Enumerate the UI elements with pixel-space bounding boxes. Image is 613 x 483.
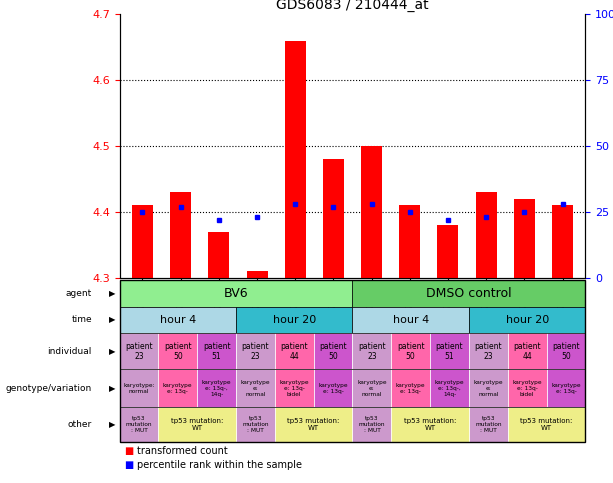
- Bar: [399, 205, 421, 278]
- Text: tp53
mutation
: MUT: tp53 mutation : MUT: [475, 416, 501, 433]
- Text: hour 4: hour 4: [159, 315, 196, 325]
- Text: other: other: [67, 420, 92, 429]
- Text: patient
44: patient 44: [280, 341, 308, 361]
- Text: patient
50: patient 50: [552, 341, 580, 361]
- Text: karyotype
e: 13q-: karyotype e: 13q-: [551, 383, 581, 394]
- Text: percentile rank within the sample: percentile rank within the sample: [137, 459, 302, 469]
- Text: ▶: ▶: [109, 315, 115, 325]
- Text: time: time: [71, 315, 92, 325]
- Text: genotype/variation: genotype/variation: [6, 384, 92, 393]
- Text: patient
51: patient 51: [203, 341, 230, 361]
- Bar: [170, 192, 191, 278]
- Text: tp53
mutation
: MUT: tp53 mutation : MUT: [359, 416, 385, 433]
- Bar: [323, 159, 344, 278]
- Text: ▶: ▶: [109, 384, 115, 393]
- Text: agent: agent: [66, 289, 92, 298]
- Text: karyotype
e:
normal: karyotype e: normal: [474, 380, 503, 397]
- Bar: [476, 192, 497, 278]
- Text: ▶: ▶: [109, 347, 115, 356]
- Text: hour 4: hour 4: [392, 315, 429, 325]
- Text: patient
23: patient 23: [125, 341, 153, 361]
- Bar: [438, 225, 459, 278]
- Text: karyotype
e: 13q-,
14q-: karyotype e: 13q-, 14q-: [435, 380, 464, 397]
- Text: tp53 mutation:
WT: tp53 mutation: WT: [404, 418, 456, 431]
- Bar: [132, 205, 153, 278]
- Text: ▶: ▶: [109, 289, 115, 298]
- Text: karyotype
e: 13q-: karyotype e: 13q-: [163, 383, 192, 394]
- Text: hour 20: hour 20: [506, 315, 549, 325]
- Text: tp53 mutation:
WT: tp53 mutation: WT: [287, 418, 340, 431]
- Text: hour 20: hour 20: [273, 315, 316, 325]
- Text: karyotype
e: 13q-: karyotype e: 13q-: [396, 383, 425, 394]
- Text: BV6: BV6: [224, 287, 248, 300]
- Title: GDS6083 / 210444_at: GDS6083 / 210444_at: [276, 0, 428, 12]
- Text: patient
50: patient 50: [319, 341, 347, 361]
- Bar: [284, 41, 306, 278]
- Text: individual: individual: [48, 347, 92, 356]
- Text: tp53
mutation
: MUT: tp53 mutation : MUT: [242, 416, 268, 433]
- Text: tp53
mutation
: MUT: tp53 mutation : MUT: [126, 416, 152, 433]
- Text: DMSO control: DMSO control: [426, 287, 512, 300]
- Bar: [246, 271, 267, 278]
- Bar: [361, 146, 382, 278]
- Text: karyotype
e:
normal: karyotype e: normal: [357, 380, 387, 397]
- Bar: [208, 232, 229, 278]
- Text: ■: ■: [124, 459, 134, 469]
- Text: karyotype
e: 13q-: karyotype e: 13q-: [318, 383, 348, 394]
- Text: karyotype
e: 13q-
bidel: karyotype e: 13q- bidel: [512, 380, 542, 397]
- Text: patient
23: patient 23: [474, 341, 502, 361]
- Text: transformed count: transformed count: [137, 446, 227, 456]
- Text: ▶: ▶: [109, 420, 115, 429]
- Text: tp53 mutation:
WT: tp53 mutation: WT: [520, 418, 573, 431]
- Text: patient
23: patient 23: [358, 341, 386, 361]
- Text: karyotype
e: 13q-
bidel: karyotype e: 13q- bidel: [280, 380, 309, 397]
- Text: patient
51: patient 51: [436, 341, 463, 361]
- Text: patient
23: patient 23: [242, 341, 269, 361]
- Text: karyotype:
normal: karyotype: normal: [123, 383, 154, 394]
- Text: patient
50: patient 50: [397, 341, 425, 361]
- Text: ■: ■: [124, 446, 134, 456]
- Text: karyotype
e: 13q-,
14q-: karyotype e: 13q-, 14q-: [202, 380, 231, 397]
- Text: tp53 mutation:
WT: tp53 mutation: WT: [171, 418, 223, 431]
- Text: patient
50: patient 50: [164, 341, 192, 361]
- Text: karyotype
e:
normal: karyotype e: normal: [241, 380, 270, 397]
- Bar: [514, 199, 535, 278]
- Text: patient
44: patient 44: [513, 341, 541, 361]
- Bar: [552, 205, 573, 278]
